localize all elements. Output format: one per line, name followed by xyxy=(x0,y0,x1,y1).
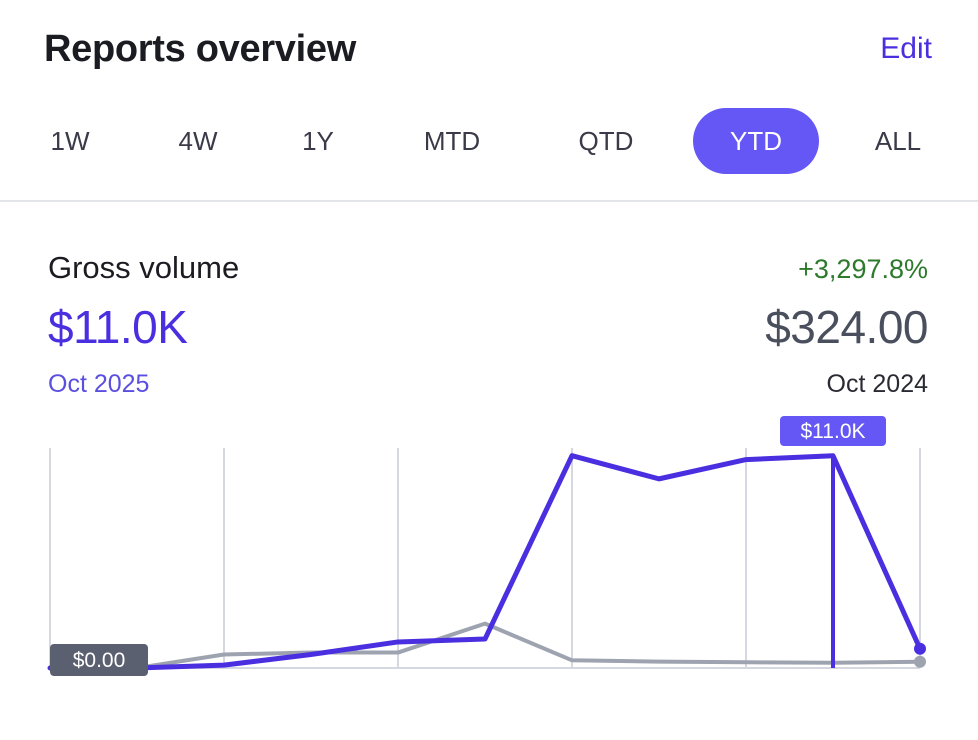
change-percentage: +3,297.8% xyxy=(798,254,928,284)
start-value-label: $0.00 xyxy=(73,649,126,672)
tab-4w[interactable]: 4W xyxy=(178,126,218,156)
cursor-tooltip-label: $11.0K xyxy=(801,420,866,443)
metric-title: Gross volume xyxy=(48,250,240,285)
current-period: Oct 2025 xyxy=(48,370,150,398)
page-title: Reports overview xyxy=(44,28,356,70)
gross-volume-chart[interactable]: $11.0K $0.00 xyxy=(0,410,978,700)
tab-ytd[interactable]: YTD xyxy=(693,108,819,174)
current-value: $11.0K xyxy=(48,301,188,353)
tab-qtd[interactable]: QTD xyxy=(578,126,634,156)
start-value-badge xyxy=(50,644,148,676)
tab-mtd[interactable]: MTD xyxy=(423,126,481,156)
cursor-tooltip xyxy=(780,416,886,446)
header: Reports overview Edit xyxy=(0,0,978,100)
tab-1w[interactable]: 1W xyxy=(50,126,90,156)
end-marker-current xyxy=(914,642,926,655)
range-tab-bar: 1W 4W 1Y MTD QTD YTD ALL xyxy=(0,104,978,176)
tab-1y[interactable]: 1Y xyxy=(302,126,334,156)
previous-period: Oct 2024 xyxy=(826,370,928,398)
series-line-previous xyxy=(48,621,922,670)
divider xyxy=(0,200,978,202)
previous-value: $324.00 xyxy=(765,301,928,353)
tab-all[interactable]: ALL xyxy=(874,126,922,156)
series-line-current xyxy=(47,453,923,671)
edit-button[interactable]: Edit xyxy=(880,32,932,65)
end-marker-previous xyxy=(914,655,926,668)
